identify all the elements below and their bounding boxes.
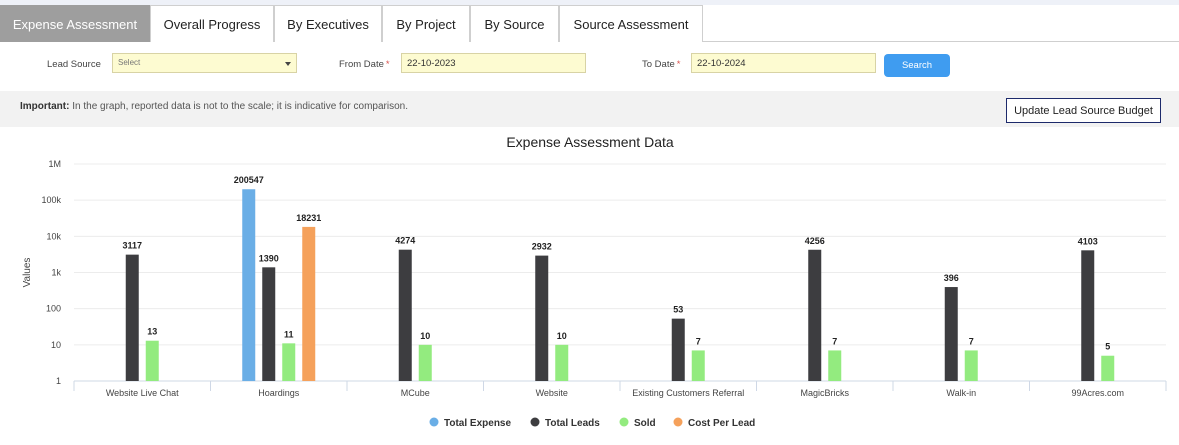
expense-assessment-chart: Expense Assessment Data Values 1 10 100 1k 10k… (22, 134, 1167, 429)
data-label: 2932 (532, 242, 552, 252)
data-label: 18231 (296, 213, 321, 223)
x-tick-label: MCube (401, 388, 430, 398)
update-lead-source-budget-button[interactable]: Update Lead Source Budget (1006, 98, 1161, 123)
required-mark: * (676, 59, 681, 70)
required-mark: * (385, 59, 390, 70)
bar-sold (1101, 355, 1115, 381)
bar-sold (418, 344, 432, 381)
bar-total-leads (125, 254, 139, 381)
data-label: 1390 (259, 253, 279, 263)
data-label: 10 (557, 331, 567, 341)
data-label: 5 (1105, 342, 1110, 352)
legend-marker-cost-per-lead (673, 417, 683, 427)
to-date-label: To Date * (642, 59, 681, 70)
data-label: 10 (420, 331, 430, 341)
x-tick-label: Website (536, 388, 568, 398)
from-date-label: From Date * (339, 59, 390, 70)
data-label: 11 (284, 329, 294, 339)
chevron-down-icon (285, 62, 291, 66)
tab-source-assessment[interactable]: Source Assessment (559, 5, 703, 42)
chart-title: Expense Assessment Data (506, 134, 674, 150)
search-button[interactable]: Search (884, 54, 950, 77)
y-tick-label: 10 (51, 340, 61, 350)
x-tick-label: Existing Customers Referral (632, 388, 744, 398)
y-tick-label: 1 (56, 376, 61, 386)
tab-bar: Expense Assessment Overall Progress By E… (0, 5, 1179, 42)
bar-total-leads (262, 267, 276, 381)
bar-sold (145, 340, 159, 381)
bar-cost-per-lead (302, 226, 316, 381)
x-tick-label: Hoardings (258, 388, 300, 398)
tab-by-executives[interactable]: By Executives (274, 5, 382, 42)
data-label: 13 (147, 327, 157, 337)
notice-text: Important: In the graph, reported data i… (20, 101, 408, 112)
y-tick-label: 10k (46, 231, 61, 241)
bar-total-leads (808, 249, 822, 381)
data-label: 7 (969, 336, 974, 346)
data-label: 200547 (234, 175, 264, 185)
tab-by-source[interactable]: By Source (470, 5, 559, 42)
legend-marker-total-leads (530, 417, 540, 427)
bar-total-leads (398, 249, 412, 381)
bar-total-leads (1081, 250, 1095, 381)
data-label: 4274 (395, 236, 415, 246)
x-tick-label: 99Acres.com (1071, 388, 1124, 398)
y-axis-label: Values (22, 258, 33, 288)
tab-expense-assessment[interactable]: Expense Assessment (0, 5, 150, 42)
data-label: 3117 (122, 241, 142, 251)
y-tick-label: 1M (48, 159, 61, 169)
lead-source-label: Lead Source (47, 59, 101, 70)
bar-total-expense (242, 189, 256, 381)
y-tick-label: 100 (46, 304, 61, 314)
data-label: 7 (696, 336, 701, 346)
x-tick-label: Website Live Chat (106, 388, 179, 398)
lead-source-select[interactable]: Select (112, 53, 297, 73)
top-strip (0, 0, 1179, 5)
bar-total-leads (671, 318, 685, 381)
data-label: 396 (944, 273, 959, 283)
to-date-input[interactable]: 22-10-2024 (691, 53, 876, 73)
y-tick-label: 1k (51, 268, 61, 278)
notice-bold: Important: (20, 101, 70, 112)
data-label: 7 (832, 336, 837, 346)
bar-sold (828, 350, 842, 381)
tab-overall-progress[interactable]: Overall Progress (150, 5, 274, 42)
filter-bar: Lead Source Select From Date * 22-10-2023… (0, 43, 1179, 91)
lead-source-select-value: Select (118, 58, 141, 67)
bar-sold (555, 344, 569, 381)
data-label: 4256 (805, 236, 825, 246)
bar-sold (691, 350, 705, 381)
legend-label: Total Leads (545, 418, 600, 429)
notice-message: In the graph, reported data is not to th… (69, 101, 408, 112)
legend-label: Total Expense (444, 418, 511, 429)
x-tick-label: Walk-in (946, 388, 976, 398)
tab-by-project[interactable]: By Project (382, 5, 470, 42)
legend-marker-sold (619, 417, 629, 427)
notice-bar: Important: In the graph, reported data i… (0, 91, 1179, 127)
from-date-input[interactable]: 22-10-2023 (401, 53, 586, 73)
bar-sold (282, 343, 296, 381)
bar-total-leads (535, 255, 549, 381)
legend-marker-total-expense (429, 417, 439, 427)
bar-sold (964, 350, 978, 381)
bar-total-leads (944, 287, 958, 381)
data-label: 53 (673, 305, 683, 315)
legend-label: Cost Per Lead (688, 418, 755, 429)
legend-label: Sold (634, 418, 656, 429)
x-tick-label: MagicBricks (800, 388, 849, 398)
data-label: 4103 (1078, 236, 1098, 246)
y-tick-label: 100k (41, 195, 61, 205)
